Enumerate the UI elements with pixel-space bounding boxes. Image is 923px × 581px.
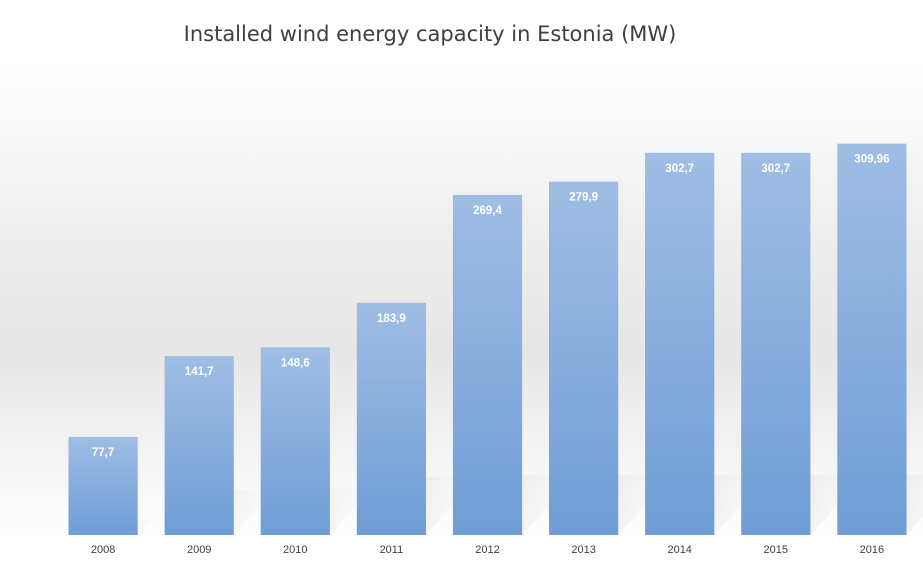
x-tick-label-2016: 2016 (860, 544, 884, 556)
data-label-2014: 302,7 (665, 163, 694, 175)
bar-2009 (164, 356, 234, 535)
bar-2008 (68, 436, 138, 535)
chart-title: Installed wind energy capacity in Estoni… (183, 22, 677, 46)
x-tick-label-2013: 2013 (571, 544, 595, 556)
x-tick-label-2011: 2011 (380, 544, 404, 556)
data-label-2009: 141,7 (185, 366, 214, 378)
bar-2013 (549, 181, 619, 535)
x-tick-label-2012: 2012 (475, 544, 499, 556)
bar-2015 (741, 152, 811, 536)
bar-2010 (260, 347, 330, 535)
x-tick-label-2009: 2009 (187, 544, 211, 556)
data-label-2008: 77,7 (92, 447, 114, 459)
data-label-2012: 269,4 (473, 205, 502, 217)
data-label-2010: 148,6 (281, 357, 310, 369)
bar-2012 (452, 194, 523, 535)
x-tick-label-2014: 2014 (667, 544, 691, 556)
bar-2011 (356, 302, 426, 535)
bar-2016 (837, 143, 907, 535)
x-tick-label-2008: 2008 (91, 544, 115, 556)
data-label-2016: 309,96 (854, 154, 889, 166)
data-label-2015: 302,7 (761, 163, 790, 175)
x-tick-label-2015: 2015 (764, 544, 788, 556)
x-tick-label-2010: 2010 (283, 544, 307, 556)
data-label-2013: 279,9 (569, 192, 598, 204)
bar-2014 (645, 152, 715, 536)
data-label-2011: 183,9 (377, 313, 406, 325)
